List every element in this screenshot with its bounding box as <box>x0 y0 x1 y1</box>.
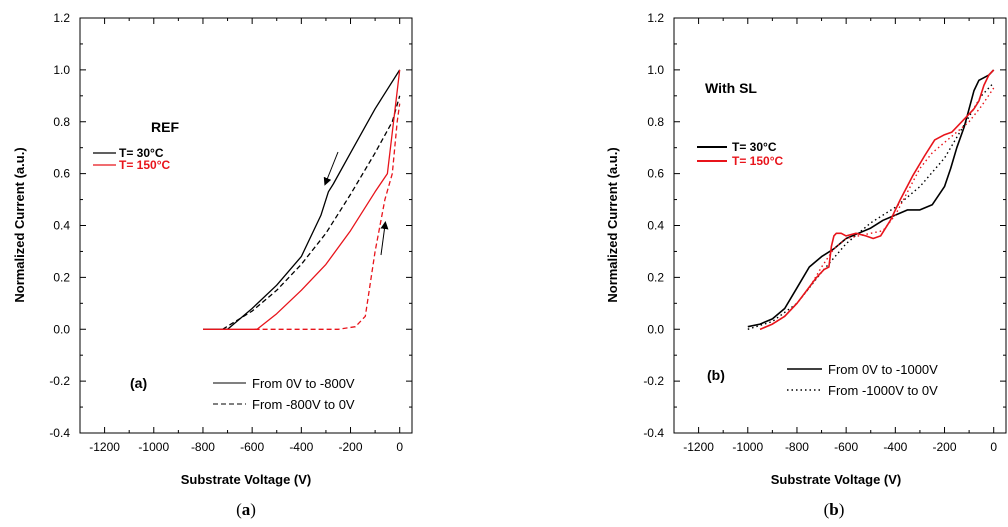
series-line-150c-down <box>759 69 995 331</box>
y-tick-label: 0.2 <box>53 270 70 284</box>
panel-a-xlabel: Substrate Voltage (V) <box>181 472 312 487</box>
panel-b-panel-label: (b) <box>707 367 725 383</box>
panel-b-sample-label: With SL <box>705 80 757 96</box>
series-line-150c-up <box>254 103 401 330</box>
legend-label-down-sweep: From 0V to -800V <box>252 376 355 391</box>
x-tick-label: -800 <box>191 440 215 454</box>
panel-b-tick-labels: -1200 -1000 -800 -600 -400 -200 0 -0.4 -0.2 0.0 0.… <box>643 11 997 454</box>
caption-a-letter: a <box>242 500 251 519</box>
x-tick-label: -400 <box>289 440 313 454</box>
series-line-150c-down <box>203 69 401 330</box>
legend-label-150c: T= 150°C <box>119 158 170 172</box>
x-tick-label: -400 <box>883 440 907 454</box>
x-tick-label: -1000 <box>732 440 763 454</box>
legend-label-30c: T= 30°C <box>732 140 777 154</box>
panel-a-tick-labels: -1200 -1000 -800 -600 -400 -200 0 -0.4 -0.2 0.0 0.… <box>49 11 403 454</box>
panel-b-temp-legend: T= 30°C T= 150°C <box>697 140 783 168</box>
y-tick-label: 0.8 <box>647 115 664 129</box>
caption-b-letter: b <box>829 500 838 519</box>
x-tick-label: -200 <box>339 440 363 454</box>
legend-label-up-sweep: From -800V to 0V <box>252 397 355 412</box>
caption-b-close: ) <box>839 500 845 519</box>
y-tick-label: -0.2 <box>643 374 664 388</box>
legend-label-30c: T= 30°C <box>119 146 164 160</box>
legend-label-150c: T= 150°C <box>732 154 783 168</box>
x-tick-label: -600 <box>240 440 264 454</box>
y-tick-label: 0.6 <box>647 167 664 181</box>
panel-b: -1200 -1000 -800 -600 -400 -200 0 -0.4 -0.2 0.0 0.… <box>605 11 1007 487</box>
x-tick-label: -1200 <box>89 440 120 454</box>
x-tick-label: -600 <box>834 440 858 454</box>
caption-a-open: ( <box>236 500 242 519</box>
y-tick-label: -0.4 <box>643 426 664 440</box>
y-tick-label: 0.8 <box>53 115 70 129</box>
panel-b-tick-marks <box>674 17 1006 434</box>
arrow-down-sweep <box>323 151 339 186</box>
legend-label-down-sweep: From 0V to -1000V <box>828 362 938 377</box>
panel-a: -1200 -1000 -800 -600 -400 -200 0 -0.4 -0.2 0.0 0.… <box>12 11 413 487</box>
panel-a-series <box>203 69 401 330</box>
x-tick-label: -200 <box>933 440 957 454</box>
panel-a-sweep-legend: From 0V to -800V From -800V to 0V <box>213 376 355 412</box>
panel-a-panel-label: (a) <box>130 375 147 391</box>
series-line-30c-down <box>747 69 995 328</box>
series-line-30c-up <box>222 95 401 330</box>
caption-a-close: ) <box>250 500 256 519</box>
y-tick-label: 0.0 <box>53 322 70 336</box>
panel-b-xlabel: Substrate Voltage (V) <box>771 472 902 487</box>
x-tick-label: -800 <box>785 440 809 454</box>
x-tick-label: -1200 <box>683 440 714 454</box>
panel-b-series <box>747 69 995 331</box>
y-tick-label: 0.6 <box>53 167 70 181</box>
y-tick-label: 1.2 <box>647 11 664 25</box>
y-tick-label: 0.0 <box>647 322 664 336</box>
panel-a-ylabel: Normalized Current (a.u.) <box>12 147 27 302</box>
y-tick-label: -0.4 <box>49 426 70 440</box>
y-tick-label: -0.2 <box>49 374 70 388</box>
arrow-up-sweep <box>380 221 389 256</box>
legend-label-up-sweep: From -1000V to 0V <box>828 383 938 398</box>
y-tick-label: 1.0 <box>647 63 664 77</box>
panel-a-tick-marks <box>80 17 412 434</box>
y-tick-label: 0.4 <box>53 219 70 233</box>
x-tick-label: 0 <box>396 440 403 454</box>
series-line-30c-up <box>747 82 995 330</box>
panel-a-sample-label: REF <box>151 119 179 135</box>
caption-a: (a) <box>236 500 256 519</box>
caption-b-open: ( <box>824 500 830 519</box>
panel-a-plot-frame <box>79 17 413 434</box>
y-tick-label: 0.4 <box>647 219 664 233</box>
y-tick-label: 0.2 <box>647 270 664 284</box>
caption-b: (b) <box>824 500 845 519</box>
panel-b-sweep-legend: From 0V to -1000V From -1000V to 0V <box>787 362 938 398</box>
y-tick-label: 1.2 <box>53 11 70 25</box>
x-tick-label: 0 <box>990 440 997 454</box>
panel-a-temp-legend: T= 30°C T= 150°C <box>93 146 170 172</box>
y-tick-label: 1.0 <box>53 63 70 77</box>
panel-b-ylabel: Normalized Current (a.u.) <box>605 147 620 302</box>
x-tick-label: -1000 <box>138 440 169 454</box>
